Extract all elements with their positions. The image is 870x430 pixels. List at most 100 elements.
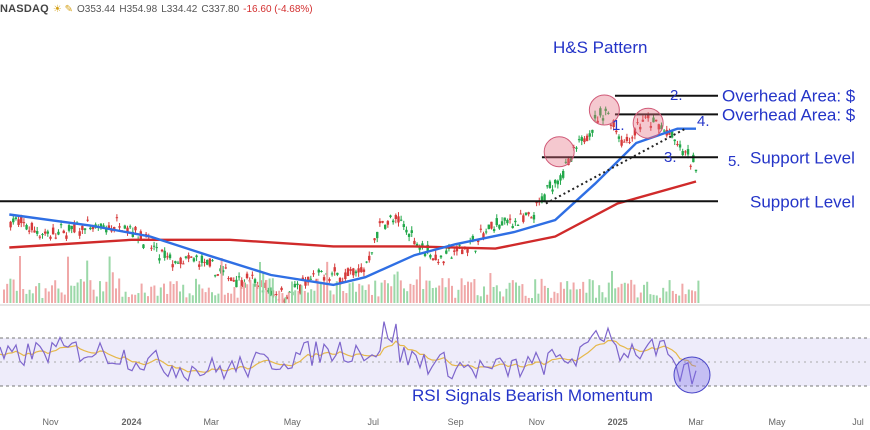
volume-bar <box>515 282 517 303</box>
candle-body <box>41 234 44 236</box>
open-value: O353.44 <box>77 3 116 15</box>
candle-body <box>532 214 536 220</box>
candle-body <box>174 261 177 263</box>
candle-body <box>429 254 432 258</box>
volume-bar <box>419 266 421 303</box>
candle-body <box>25 225 28 230</box>
volume-bar <box>582 281 585 303</box>
candle-body <box>681 151 684 156</box>
volume-bar <box>438 285 441 303</box>
candle-body <box>306 276 310 283</box>
candle-body <box>280 287 283 291</box>
candle-body <box>184 256 188 258</box>
volume-bar <box>614 288 617 303</box>
volume-bar <box>579 288 581 303</box>
volume-bar <box>387 283 389 303</box>
volume-bar <box>188 293 191 303</box>
candle-body <box>163 250 166 258</box>
candle-body <box>391 220 395 223</box>
low-value: L334.42 <box>161 3 198 15</box>
candle-body <box>166 256 169 258</box>
volume-bar <box>665 291 668 303</box>
candle-body <box>646 114 650 119</box>
header-icons[interactable]: ☀ ✎ <box>52 3 73 15</box>
candle-body <box>540 196 544 203</box>
volume-bar <box>105 281 108 303</box>
volume-bar <box>76 282 79 303</box>
pattern-point-label: 5. <box>728 153 741 170</box>
volume-bar <box>646 281 649 303</box>
candle-body <box>198 264 201 267</box>
volume-bar <box>124 291 127 303</box>
candle-body <box>283 300 286 302</box>
volume-bar <box>143 292 146 303</box>
candle-body <box>654 119 658 122</box>
pattern-point-label: 1. <box>612 117 625 134</box>
volume-bar <box>268 278 271 303</box>
candle-body <box>237 276 241 278</box>
candle-body <box>208 258 212 267</box>
candle-body <box>506 220 509 224</box>
volume-bar <box>246 284 249 303</box>
pattern-point-label: 4. <box>697 113 710 130</box>
volume-bar <box>22 289 25 303</box>
rsi-highlight-circle <box>673 356 711 394</box>
volume-bar <box>463 285 466 303</box>
volume-bar <box>233 287 236 303</box>
candle-body <box>670 131 674 138</box>
candle-body <box>466 248 469 253</box>
volume-bar <box>19 256 21 303</box>
level-label: Overhead Area: $ <box>722 87 856 106</box>
candle-body <box>617 136 621 139</box>
candle-body <box>471 236 475 241</box>
candle-body <box>86 219 89 221</box>
volume-bar <box>329 290 332 303</box>
candle-body <box>524 212 528 216</box>
volume-bar <box>313 290 316 303</box>
candle-body <box>192 258 196 262</box>
volume-bar <box>156 295 159 303</box>
volume-bar <box>460 278 463 303</box>
candle-body <box>623 141 626 143</box>
candle-body <box>144 233 148 235</box>
candle-body <box>216 274 220 276</box>
candle-body <box>57 231 60 235</box>
candle-body <box>423 253 427 256</box>
candle-body <box>227 278 230 280</box>
candle-body <box>206 260 209 265</box>
volume-bar <box>6 283 9 303</box>
volume-bar <box>415 279 418 303</box>
candle-body <box>434 254 437 261</box>
candle-body <box>439 255 443 258</box>
candle-body <box>46 231 50 234</box>
pattern-point-label: 3. <box>664 149 677 166</box>
volume-bar <box>691 290 693 303</box>
x-tick-label: 2024 <box>121 417 141 427</box>
candle-body <box>686 149 690 155</box>
candle-body <box>585 135 589 141</box>
candle-body <box>51 227 55 235</box>
candle-body <box>99 223 103 228</box>
volume-bar <box>92 289 95 303</box>
volume-bar <box>287 292 290 303</box>
volume-bar <box>553 291 556 303</box>
volume-bar <box>44 288 47 303</box>
candle-body <box>229 277 233 281</box>
candle-body <box>546 185 549 187</box>
volume-bar <box>364 289 367 303</box>
candle-body <box>38 236 42 238</box>
volume-bar <box>307 292 309 303</box>
candle-body <box>43 231 47 234</box>
volume-bar <box>390 286 393 303</box>
candle-body <box>190 256 193 258</box>
volume-bar <box>611 270 613 303</box>
volume-bar <box>351 282 354 303</box>
candle-body <box>78 231 81 236</box>
candle-body <box>240 280 243 288</box>
candle-body <box>211 260 214 262</box>
volume-bar <box>9 278 12 303</box>
change-value: -16.60 (-4.68%) <box>243 3 313 15</box>
candle-body <box>150 247 153 249</box>
candle-body <box>59 224 63 226</box>
volume-bar <box>585 292 588 303</box>
